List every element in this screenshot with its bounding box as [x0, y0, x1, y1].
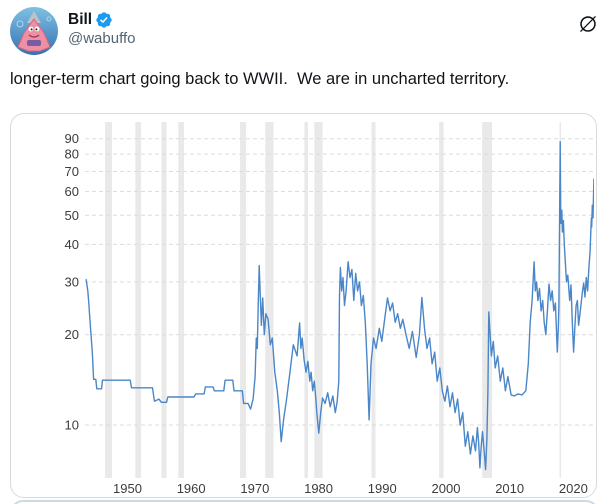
recession-band	[161, 122, 167, 478]
recession-band	[371, 122, 376, 478]
y-axis-label: 20	[65, 327, 79, 342]
display-name[interactable]: Bill	[68, 11, 93, 28]
x-axis-label: 1950	[113, 481, 142, 495]
x-axis-label: 2020	[559, 481, 588, 495]
next-card-edge	[10, 500, 599, 504]
x-axis-label: 1960	[177, 481, 206, 495]
recession-band	[135, 122, 142, 478]
x-axis-label: 2010	[495, 481, 524, 495]
recession-band	[559, 122, 562, 478]
x-axis-label: 1980	[304, 481, 333, 495]
avatar[interactable]	[10, 7, 58, 55]
grok-icon[interactable]	[577, 13, 599, 35]
recession-band	[240, 122, 247, 478]
slashed-circle-icon	[580, 16, 596, 32]
x-axis-label: 1970	[240, 481, 269, 495]
y-axis-label: 40	[65, 237, 79, 252]
x-axis-label: 1990	[368, 481, 397, 495]
y-axis-label: 10	[65, 418, 79, 433]
chart-card[interactable]: 10 20 30 40 50 60 70 80 90 1950 1960 1970 1980 1990 20…	[10, 113, 597, 498]
y-axis-label: 50	[65, 208, 79, 223]
recession-band	[439, 122, 444, 478]
recession-band	[178, 122, 185, 478]
y-axis-label: 90	[65, 131, 79, 146]
x-axis-label: 2000	[432, 481, 461, 495]
verified-badge-icon	[96, 11, 112, 28]
recession-band	[314, 122, 323, 478]
avatar-image	[10, 7, 58, 55]
y-axis-label: 70	[65, 164, 79, 179]
y-axis-label: 80	[65, 147, 79, 162]
user-handle[interactable]: @wabuffo	[68, 30, 136, 48]
recession-band	[482, 122, 493, 478]
y-axis-label: 60	[65, 184, 79, 199]
recession-band	[105, 122, 113, 478]
user-info: Bill @wabuffo	[68, 10, 136, 49]
y-axis-label: 30	[65, 274, 79, 289]
recession-band	[304, 122, 308, 478]
tweet-text: longer-term chart going back to WWII. We…	[10, 70, 510, 88]
recession-band	[265, 122, 274, 478]
data-line	[85, 141, 594, 471]
